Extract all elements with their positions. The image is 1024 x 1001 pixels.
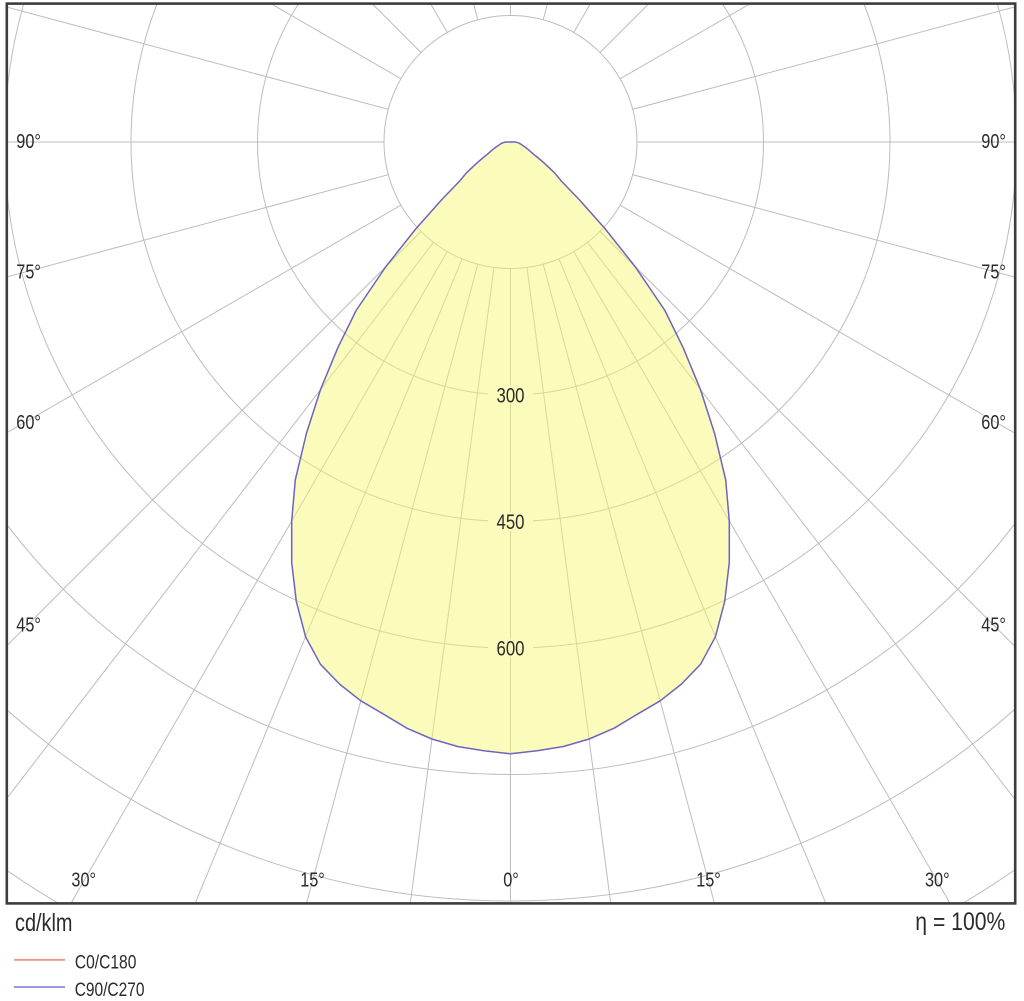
svg-text:90°: 90° — [981, 131, 1006, 153]
svg-text:75°: 75° — [981, 261, 1006, 283]
svg-text:45°: 45° — [16, 615, 41, 637]
svg-text:30°: 30° — [71, 870, 96, 892]
svg-text:600: 600 — [497, 637, 525, 660]
svg-text:30°: 30° — [925, 870, 950, 892]
svg-text:60°: 60° — [16, 412, 41, 434]
svg-text:cd/klm: cd/klm — [15, 909, 73, 937]
svg-text:450: 450 — [497, 511, 525, 534]
svg-text:300: 300 — [497, 384, 525, 407]
svg-text:0°: 0° — [503, 870, 519, 892]
svg-text:C0/C180: C0/C180 — [75, 953, 136, 974]
svg-text:75°: 75° — [16, 261, 41, 283]
svg-text:15°: 15° — [300, 870, 325, 892]
svg-text:C90/C270: C90/C270 — [75, 980, 145, 1001]
svg-text:45°: 45° — [981, 615, 1006, 637]
svg-text:15°: 15° — [696, 870, 721, 892]
svg-text:η = 100%: η = 100% — [915, 908, 1005, 936]
svg-text:90°: 90° — [16, 131, 41, 153]
svg-text:60°: 60° — [981, 412, 1006, 434]
